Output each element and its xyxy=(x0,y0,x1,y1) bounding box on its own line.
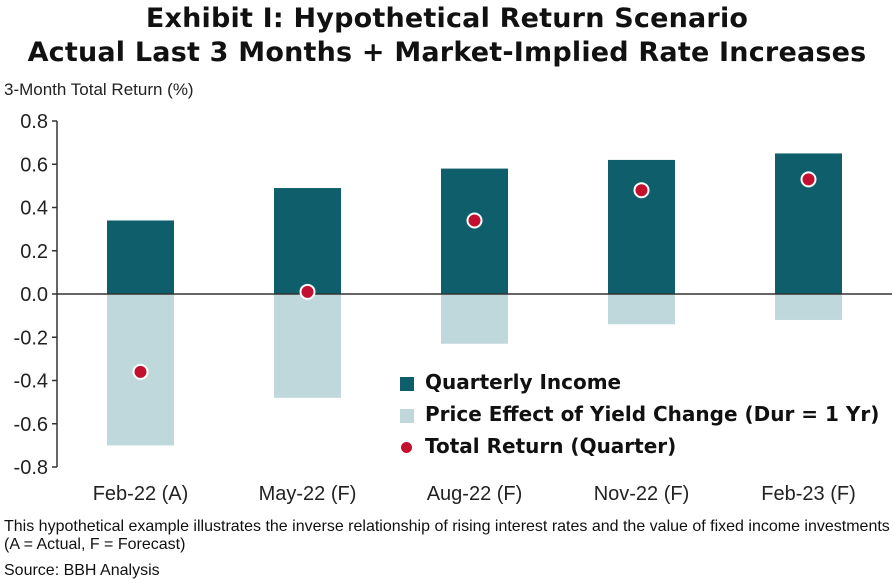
legend-swatch-income xyxy=(400,377,414,391)
x-tick-label: Nov-22 (F) xyxy=(594,483,690,505)
legend-label-price-effect: Price Effect of Yield Change (Dur = 1 Yr… xyxy=(425,402,880,426)
x-tick-label: Feb-23 (F) xyxy=(761,483,855,505)
x-tick-label: Aug-22 (F) xyxy=(427,483,523,505)
marker-total-return xyxy=(633,182,650,199)
bar-quarterly-income xyxy=(107,220,174,294)
marker-total-return xyxy=(466,212,483,229)
y-tick-label: -0.4 xyxy=(14,371,48,393)
marker-total-return xyxy=(299,283,316,300)
bar-chart: 0.8 0.6 0.4 0.2 0.0 -0.2 -0.4 -0.6 -0.8 Feb-22 (A… xyxy=(14,111,892,505)
source-note: Source: BBH Analysis xyxy=(4,562,160,579)
y-axis-label: 3-Month Total Return (%) xyxy=(4,80,194,99)
bar-quarterly-income xyxy=(608,159,675,294)
bar-price-effect xyxy=(775,294,842,320)
footnote: This hypothetical example illustrates th… xyxy=(4,518,890,553)
x-tick-label: May-22 (F) xyxy=(259,483,357,505)
x-tick-label: Feb-22 (A) xyxy=(93,483,189,505)
legend-label-total-return: Total Return (Quarter) xyxy=(425,434,677,458)
y-tick-label: -0.8 xyxy=(14,457,48,479)
y-tick-label: 0.6 xyxy=(20,154,48,176)
marker-total-return xyxy=(132,363,149,380)
y-tick-label: 0.8 xyxy=(20,111,48,133)
bar-price-effect xyxy=(608,294,675,325)
bar-quarterly-income xyxy=(441,168,508,294)
y-tick-label: -0.6 xyxy=(14,414,48,436)
y-tick-label: 0.2 xyxy=(20,241,48,263)
y-tick-label: -0.2 xyxy=(14,327,48,349)
legend-marker-total-return xyxy=(401,442,412,453)
bar-quarterly-income xyxy=(274,188,341,294)
y-tick-label: 0.4 xyxy=(20,198,48,220)
legend-label-income: Quarterly Income xyxy=(425,370,622,394)
y-tick-label: 0.0 xyxy=(20,284,48,306)
legend-swatch-price-effect xyxy=(400,409,414,423)
marker-total-return xyxy=(800,171,817,188)
chart-title-line2: Actual Last 3 Months + Market-Implied Ra… xyxy=(27,37,867,68)
bar-price-effect xyxy=(274,294,341,398)
bar-price-effect xyxy=(441,294,508,344)
chart-title-line1: Exhibit I: Hypothetical Return Scenario xyxy=(145,3,749,34)
